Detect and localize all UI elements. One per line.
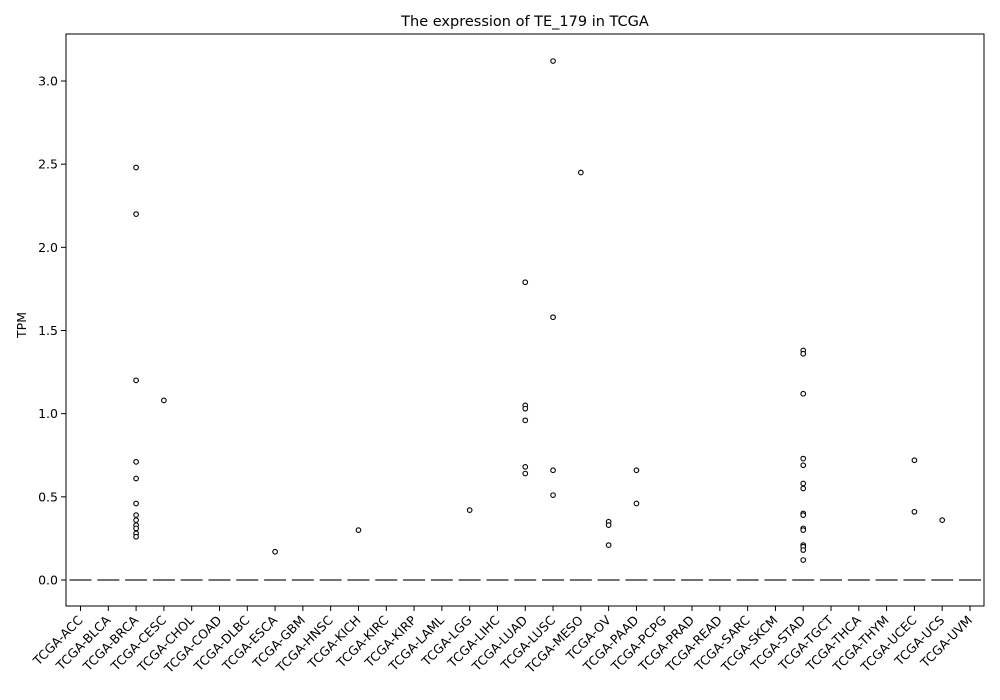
- outlier-point: [800, 455, 807, 462]
- outlier-point: [911, 457, 918, 464]
- outlier-point: [800, 390, 807, 397]
- outlier-point: [466, 507, 473, 513]
- outlier-point: [800, 480, 807, 487]
- outlier-point: [633, 467, 640, 474]
- outlier-point: [800, 462, 807, 469]
- outlier-point: [133, 533, 139, 540]
- outlier-point: [522, 417, 529, 424]
- outlier-point: [133, 211, 139, 217]
- outlier-point: [800, 547, 807, 553]
- outlier-point: [133, 512, 139, 518]
- outlier-point: [800, 350, 807, 357]
- y-axis-label: TPM: [14, 312, 29, 339]
- outlier-point: [133, 517, 139, 523]
- outlier-point: [133, 164, 139, 171]
- outlier-point: [133, 500, 139, 507]
- outlier-point: [605, 522, 612, 528]
- outlier-point: [939, 517, 946, 523]
- outlier-point: [633, 500, 640, 507]
- outlier-point: [133, 475, 139, 482]
- outlier-point: [800, 557, 807, 563]
- outlier-point: [550, 492, 556, 499]
- outlier-point: [550, 467, 556, 474]
- outlier-point: [161, 397, 167, 404]
- plot-area: 0.00.51.01.52.02.53.0TCGA-ACCTCGA-BLCATC…: [29, 58, 981, 677]
- outlier-point: [133, 459, 139, 465]
- outlier-point: [911, 508, 918, 515]
- plot-frame: [65, 33, 985, 607]
- y-tick-label: 1.0: [38, 406, 58, 421]
- y-tick-label: 2.5: [38, 157, 58, 172]
- y-tick-label: 0.0: [38, 573, 58, 588]
- y-tick-label: 2.0: [38, 240, 58, 255]
- outlier-point: [272, 548, 278, 555]
- y-tick-label: 3.0: [38, 74, 58, 89]
- outlier-point: [550, 314, 556, 321]
- outlier-point: [800, 527, 807, 533]
- outlier-point: [800, 512, 807, 518]
- chart-title: The expression of TE_179 in TCGA: [400, 14, 649, 30]
- outlier-point: [133, 377, 139, 384]
- y-tick-label: 1.5: [38, 323, 58, 338]
- outlier-point: [522, 470, 529, 477]
- outlier-point: [800, 485, 807, 492]
- outlier-point: [522, 405, 529, 412]
- outlier-point: [550, 58, 556, 64]
- outlier-point: [577, 169, 584, 176]
- outlier-point: [522, 464, 529, 470]
- y-tick-label: 0.5: [38, 489, 58, 504]
- outlier-point: [605, 542, 612, 548]
- outlier-point: [522, 279, 529, 286]
- outlier-point: [355, 527, 362, 533]
- outlier-point: [133, 525, 139, 532]
